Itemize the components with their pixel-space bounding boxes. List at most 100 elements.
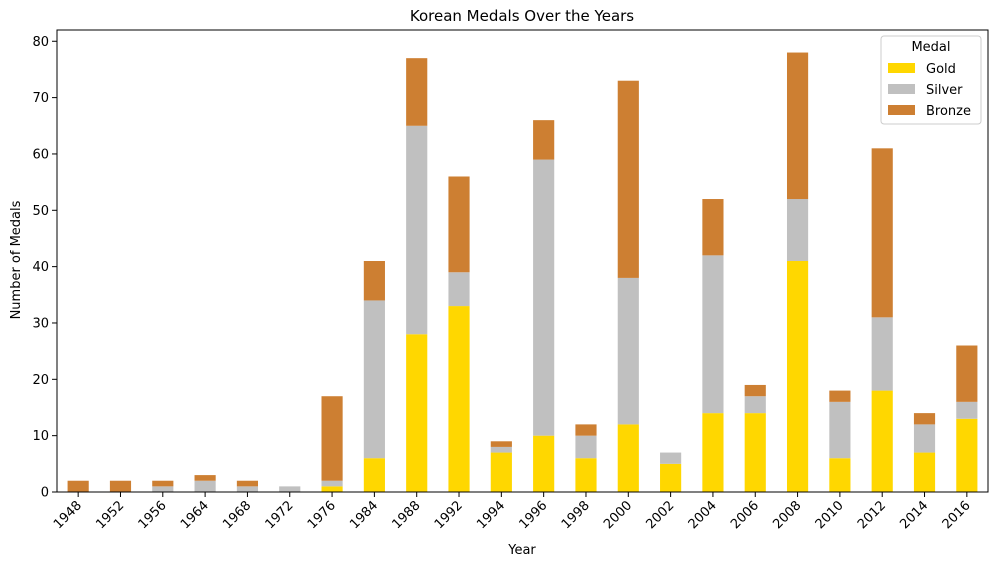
plot-frame: [56, 29, 989, 493]
bar-silver-2008: [786, 199, 809, 261]
legend-label-silver: Silver: [926, 83, 963, 98]
x-tick-label: 2006: [728, 498, 762, 532]
bar-silver-2014: [913, 424, 936, 453]
bar-bronze-1948: [67, 480, 89, 492]
legend-label-gold: Gold: [926, 62, 956, 77]
x-tick-label: 1948: [51, 498, 85, 532]
bar-gold-2002: [660, 463, 682, 492]
bar-gold-2014: [913, 452, 936, 492]
x-tick-label: 1994: [474, 498, 508, 532]
bar-gold-2010: [829, 458, 851, 492]
x-tick-label: 1968: [220, 498, 254, 532]
legend-swatch-gold: [888, 63, 915, 73]
bar-silver-1998: [575, 435, 597, 459]
bar-bronze-2000: [617, 80, 639, 278]
bar-silver-1972: [279, 486, 301, 492]
legend-label-bronze: Bronze: [926, 104, 971, 119]
y-axis-label: Number of Medals: [9, 200, 24, 319]
bar-silver-2004: [702, 255, 724, 414]
bar-silver-1988: [406, 125, 428, 335]
bar-gold-1976: [321, 486, 343, 492]
bar-bronze-2010: [829, 390, 851, 402]
legend: Medal Gold Silver Bronze: [880, 35, 982, 125]
x-tick-label: 1976: [305, 498, 339, 532]
bar-gold-1996: [533, 435, 555, 492]
bar-bronze-1988: [406, 58, 428, 126]
bar-bronze-2008: [786, 52, 809, 200]
bar-bronze-1976: [321, 396, 343, 481]
bar-silver-1992: [448, 272, 470, 307]
bar-bronze-2006: [744, 384, 766, 397]
x-tick-label: 2012: [855, 498, 889, 532]
bar-silver-2006: [744, 396, 766, 414]
bar-bronze-2012: [871, 148, 893, 318]
bar-gold-2004: [702, 413, 724, 492]
bar-silver-1994: [490, 446, 512, 453]
y-tick-label: 40: [32, 260, 49, 275]
bar-silver-1964: [194, 480, 216, 492]
bar-bronze-1996: [533, 120, 555, 160]
bar-bronze-1984: [363, 261, 385, 301]
bar-gold-2012: [871, 390, 893, 492]
bar-bronze-1964: [194, 475, 216, 481]
x-tick-label: 2002: [643, 498, 677, 532]
bar-bronze-1968: [236, 480, 259, 487]
bar-bronze-1956: [152, 480, 174, 487]
bar-gold-2016: [956, 418, 978, 492]
x-tick-label: 1952: [93, 498, 127, 532]
plot-area: 0 10 20 30 40 50 60 70 80 1948 1952 1956 1964 1968 197…: [32, 29, 989, 532]
bar-silver-2010: [829, 401, 851, 459]
bar-gold-2006: [744, 413, 766, 492]
y-tick-label: 0: [41, 486, 49, 501]
x-tick-label: 2016: [940, 498, 974, 532]
bar-bronze-2014: [913, 413, 936, 425]
x-tick-label: 1998: [559, 498, 593, 532]
x-tick-label: 1988: [390, 498, 424, 532]
y-tick-label: 70: [32, 91, 49, 106]
bar-gold-1984: [363, 458, 385, 492]
legend-swatch-silver: [888, 84, 915, 94]
x-tick-label: 2008: [770, 498, 804, 532]
y-tick-label: 80: [32, 35, 49, 50]
x-tick-label: 1996: [516, 498, 550, 532]
y-tick-label: 30: [32, 316, 49, 331]
x-tick-label: 2010: [813, 498, 847, 532]
bar-silver-1996: [533, 159, 555, 436]
x-tick-label: 2014: [897, 498, 931, 532]
bar-silver-2000: [617, 277, 639, 425]
bar-silver-2012: [871, 317, 893, 391]
bar-silver-1976: [321, 480, 343, 487]
bar-silver-2002: [660, 452, 682, 464]
bar-gold-1994: [490, 452, 512, 492]
bar-bronze-1994: [490, 441, 512, 447]
x-tick-label: 1972: [263, 498, 297, 532]
bar-gold-1988: [406, 334, 428, 492]
bar-silver-1984: [363, 300, 385, 459]
x-tick-label: 1956: [136, 498, 170, 532]
y-tick-label: 10: [32, 429, 49, 444]
y-tick-label: 50: [32, 204, 49, 219]
bar-gold-2008: [786, 261, 809, 492]
x-tick-label: 1992: [432, 498, 466, 532]
legend-swatch-bronze: [888, 105, 915, 115]
y-tick-label: 20: [32, 373, 49, 388]
chart-title: Korean Medals Over the Years: [410, 7, 634, 25]
legend-title: Medal: [911, 40, 950, 55]
bar-gold-1992: [448, 306, 470, 492]
legend-box: [880, 35, 982, 125]
bar-bronze-1998: [575, 424, 597, 436]
bar-bronze-2004: [702, 199, 724, 256]
bar-gold-1998: [575, 458, 597, 492]
x-tick-label: 2004: [686, 498, 720, 532]
x-tick-label: 1964: [178, 498, 212, 532]
x-tick-label: 2000: [601, 498, 635, 532]
bar-bronze-2016: [956, 345, 978, 402]
y-tick-label: 60: [32, 147, 49, 162]
bar-bronze-1952: [109, 480, 132, 492]
bar-silver-2016: [956, 401, 978, 419]
x-axis-label: Year: [507, 543, 536, 558]
x-tick-label: 1984: [347, 498, 381, 532]
bar-bronze-1992: [448, 176, 470, 273]
bar-silver-1968: [236, 486, 259, 492]
